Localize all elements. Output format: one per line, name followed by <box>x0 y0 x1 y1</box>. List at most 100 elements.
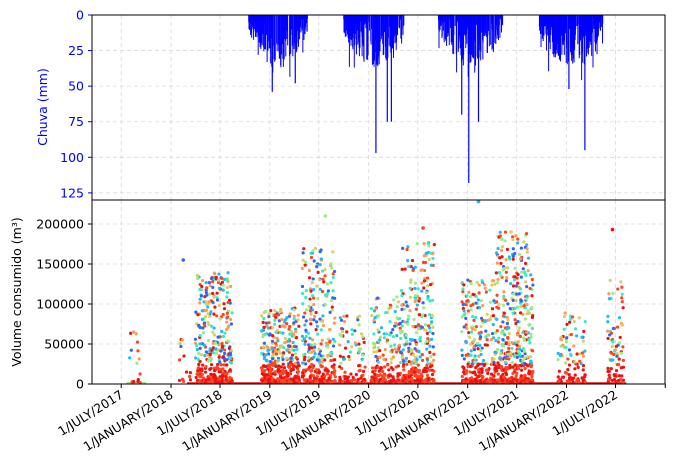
volume-point <box>519 246 523 250</box>
volume-point <box>402 363 406 367</box>
volume-point <box>338 354 342 358</box>
volume-point <box>303 311 307 315</box>
volume-point <box>422 279 427 283</box>
volume-point <box>465 294 469 298</box>
volume-point <box>343 370 347 374</box>
volume-point <box>321 372 325 376</box>
volume-point <box>497 336 501 340</box>
volume-point <box>506 352 510 356</box>
volume-point <box>617 341 622 345</box>
volume-point <box>395 295 399 299</box>
rain-bar <box>457 15 459 23</box>
volume-point <box>320 360 324 364</box>
volume-point <box>196 351 201 355</box>
volume-point <box>402 359 406 363</box>
volume-point <box>295 378 299 382</box>
volume-point <box>215 298 220 302</box>
volume-point <box>516 333 520 337</box>
volume-point <box>516 340 520 344</box>
rain-bar <box>262 15 264 35</box>
volume-point <box>262 316 266 321</box>
rain-bar <box>590 15 592 45</box>
rain-bar <box>596 15 598 44</box>
volume-point <box>228 317 233 322</box>
rain-bar <box>587 15 589 32</box>
volume-point <box>204 290 208 295</box>
rain-bar <box>461 15 463 115</box>
volume-point <box>425 276 430 280</box>
volume-point <box>497 363 501 367</box>
volume-point <box>261 378 265 383</box>
volume-point <box>464 323 468 327</box>
rain-bar <box>261 15 263 46</box>
volume-point <box>606 366 610 370</box>
volume-point <box>468 364 473 369</box>
volume-point <box>519 380 523 384</box>
volume-point <box>220 373 225 377</box>
rain-bar <box>464 15 466 35</box>
volume-point <box>513 252 517 256</box>
volume-point <box>308 350 312 354</box>
volume-point <box>370 378 374 382</box>
rain-bar <box>471 15 473 45</box>
rain-bar <box>353 15 355 34</box>
volume-point <box>413 281 418 285</box>
volume-point <box>280 355 284 359</box>
volume-point <box>521 312 525 316</box>
volume-point <box>266 345 270 349</box>
volume-point <box>609 358 613 362</box>
volume-point <box>200 309 204 313</box>
volume-point <box>132 380 136 384</box>
volume-point <box>471 303 475 307</box>
volume-point <box>422 242 426 246</box>
volume-point <box>321 323 326 328</box>
volume-point <box>215 314 219 318</box>
volume-point <box>431 331 435 336</box>
volume-point <box>403 267 407 271</box>
volume-point <box>184 370 189 374</box>
volume-point <box>208 314 212 319</box>
volume-point <box>426 284 430 288</box>
rain-bar <box>548 15 550 72</box>
rain-bar <box>558 15 560 60</box>
volume-point <box>511 235 515 239</box>
volume-point <box>580 335 584 339</box>
volume-point <box>339 334 344 338</box>
volume-point <box>129 331 133 335</box>
volume-point <box>287 314 292 318</box>
volume-point <box>490 331 495 336</box>
volume-point <box>230 311 234 315</box>
volume-point <box>212 295 216 299</box>
volume-point <box>466 278 470 282</box>
volume-point <box>388 319 392 324</box>
volume-point <box>478 332 482 336</box>
rain-bar <box>439 15 441 19</box>
volume-point <box>407 264 411 269</box>
volume-point <box>301 368 306 372</box>
volume-point <box>477 306 482 310</box>
rain-bar <box>285 15 287 57</box>
volume-point <box>518 354 523 359</box>
volume-point <box>387 373 391 377</box>
volume-point <box>290 367 294 371</box>
volume-point <box>206 359 210 363</box>
rain-bar <box>541 15 543 27</box>
volume-point <box>491 322 495 327</box>
volume-point <box>296 318 300 322</box>
volume-point <box>281 362 285 366</box>
rain-bar <box>399 15 401 20</box>
volume-point <box>495 281 500 285</box>
volume-point <box>522 240 526 244</box>
volume-point <box>304 362 308 366</box>
volume-point <box>323 358 327 362</box>
volume-point <box>480 371 484 375</box>
volume-point <box>332 363 336 367</box>
volume-point <box>270 354 274 358</box>
volume-point <box>506 318 510 322</box>
volume-point <box>474 373 478 377</box>
rain-bar <box>290 15 292 30</box>
volume-point <box>347 354 351 359</box>
volume-point <box>484 290 488 294</box>
volume-point <box>199 294 204 298</box>
volume-point <box>414 294 418 298</box>
